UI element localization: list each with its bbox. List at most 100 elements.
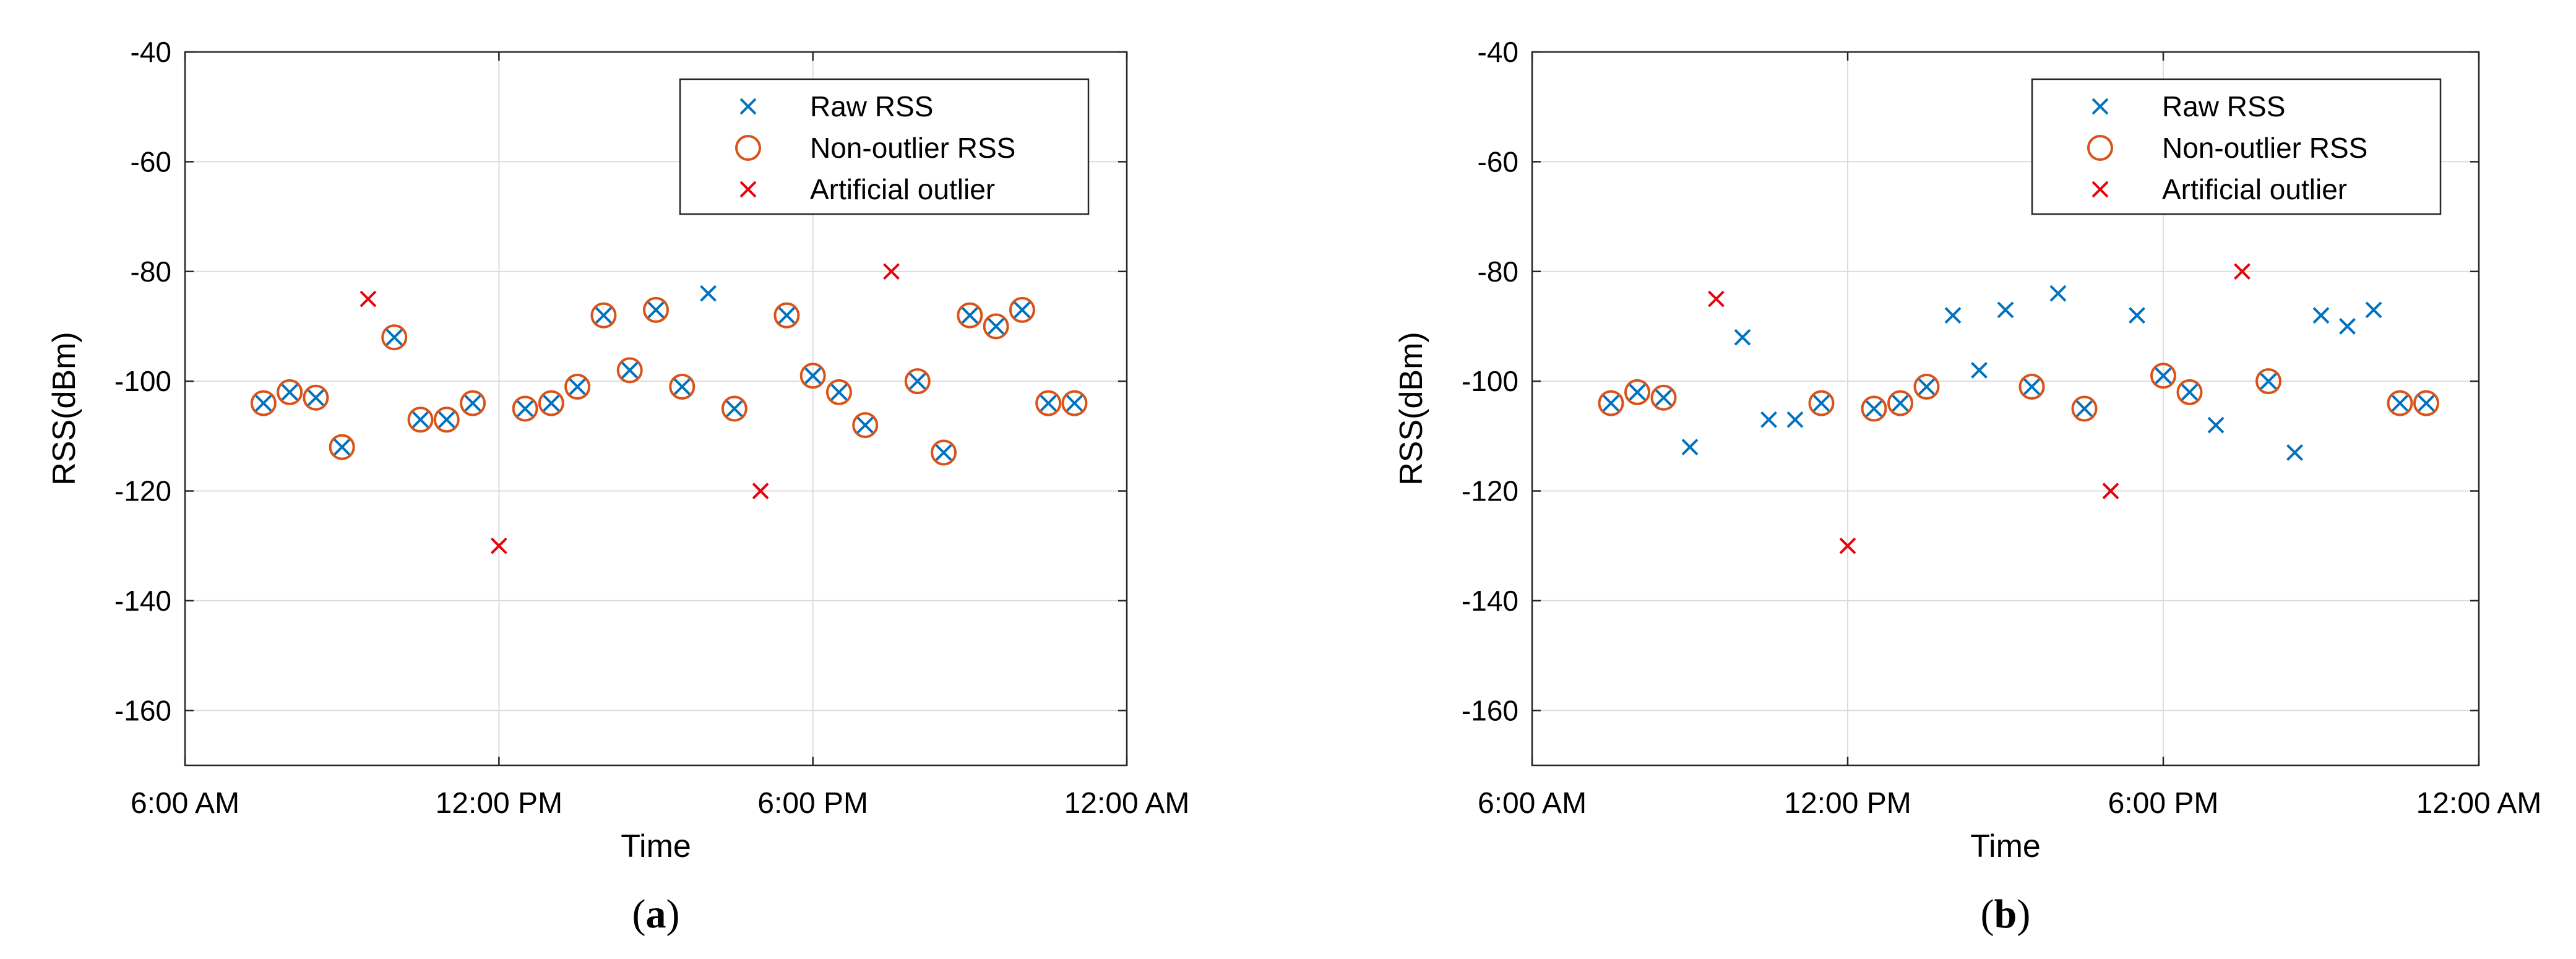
caption-letter: a [646,892,666,937]
x-tick-label: 12:00 PM [1784,787,1911,820]
y-tick-label: -140 [1462,585,1518,617]
axes-box [184,51,1128,767]
data-point-cross [2312,307,2330,324]
data-point-cross [1629,384,1646,401]
x-marker-stroke [1786,411,1804,428]
x-marker-stroke [2023,378,2040,395]
data-point-circle [2413,390,2439,416]
data-point-circle [799,363,826,389]
y-tick-label: -160 [114,694,171,726]
data-point-circle [1861,395,1887,422]
data-point-cross [726,400,743,417]
y-tick-label: -40 [1478,36,1518,68]
x-marker-stroke [1892,395,1909,412]
caption-paren-open: ( [632,892,646,937]
data-point-cross [1681,439,1699,455]
x-marker-stroke [752,483,769,499]
y-tick-label: -80 [131,256,171,288]
data-point-cross [281,384,298,401]
legend-label: Raw RSS [810,90,933,123]
data-point-cross [1944,307,1962,324]
x-marker-stroke [569,378,586,395]
x-marker-stroke [647,301,665,319]
x-marker-stroke [1040,395,1057,412]
x-marker-stroke [961,307,978,324]
legend-label: Artificial outlier [810,173,995,205]
data-point-cross [856,416,874,434]
x-marker-stroke [360,290,377,307]
x-marker-stroke [621,362,639,379]
data-point-cross [1603,395,1619,412]
x-marker-stroke [2207,416,2225,434]
data-point-cross [595,307,612,324]
x-axis-label: Time [1970,828,2041,864]
series-non-outlier-rss [1598,363,2439,422]
data-point-circle [250,390,277,416]
legend-item: Raw RSS [739,90,933,123]
series-artificial-outlier [360,263,900,554]
data-point-cross [830,384,848,401]
legend-item: Non-outlier RSS [735,132,1015,164]
x-marker-stroke [1971,362,1988,379]
x-tick-label: 12:00 PM [436,787,562,820]
data-point-cross [2181,384,2198,401]
legend-label: Artificial outlier [2162,173,2347,205]
data-point-cross [804,367,822,384]
data-point-cross [569,378,586,395]
x-marker-stroke [2091,181,2109,198]
x-marker-stroke [883,263,900,280]
x-axis-label: Time [621,828,691,864]
data-point-circle [904,368,931,395]
x-marker-stroke [804,367,822,384]
data-point-circle [983,313,1009,340]
legend-item: Raw RSS [2091,90,2285,123]
data-point-circle [1624,379,1650,405]
y-axis-label: RSS(dBm) [46,332,82,485]
x-marker-stroke [2102,483,2119,499]
data-point-cross [647,301,665,319]
data-point-cross [2207,416,2225,434]
x-marker-stroke [2181,384,2198,401]
data-point-circle [381,324,408,351]
data-point-circle [2255,368,2281,395]
x-marker-stroke [1603,395,1619,412]
x-marker-stroke [1734,329,1751,346]
legend-marker-cross [2091,98,2109,115]
x-marker-stroke [1918,378,1935,395]
y-tick-label: -60 [1478,145,1518,178]
data-point-circle [1913,374,1940,400]
data-point-cross [1655,389,1672,406]
data-point-cross [334,439,351,455]
data-point-cross [909,372,926,390]
panel-caption: (b) [1981,892,2031,937]
x-tick-label: 6:00 AM [131,787,239,820]
x-marker-stroke [2365,301,2382,319]
x-marker-stroke [2049,285,2067,302]
data-point-cross [1760,411,1777,428]
legend-marker-cross [739,98,757,115]
x-marker-stroke [2339,318,2356,335]
data-point-circle [1808,390,1835,416]
x-marker-stroke [2091,98,2109,115]
data-point-circle [407,406,434,433]
legend-marker-circle [735,135,761,161]
data-point-cross [883,263,900,280]
data-point-cross [2155,367,2172,384]
x-marker-stroke [935,444,952,461]
data-point-circle [590,302,617,329]
data-point-circle [931,439,957,466]
legend-item: Non-outlier RSS [2087,132,2367,164]
x-marker-stroke [2312,307,2330,324]
y-tick-label: -160 [1462,694,1518,726]
series-raw-rss [255,285,1083,461]
y-tick-label: -140 [114,585,171,617]
x-marker-stroke [856,416,874,434]
x-tick-label: 12:00 AM [2416,787,2542,820]
data-point-cross [307,389,324,406]
x-marker-stroke [1655,389,1672,406]
data-point-cross [2418,395,2435,412]
legend-marker-cross [739,181,757,198]
x-marker-stroke [2392,395,2408,412]
x-marker-stroke [2129,307,2145,324]
